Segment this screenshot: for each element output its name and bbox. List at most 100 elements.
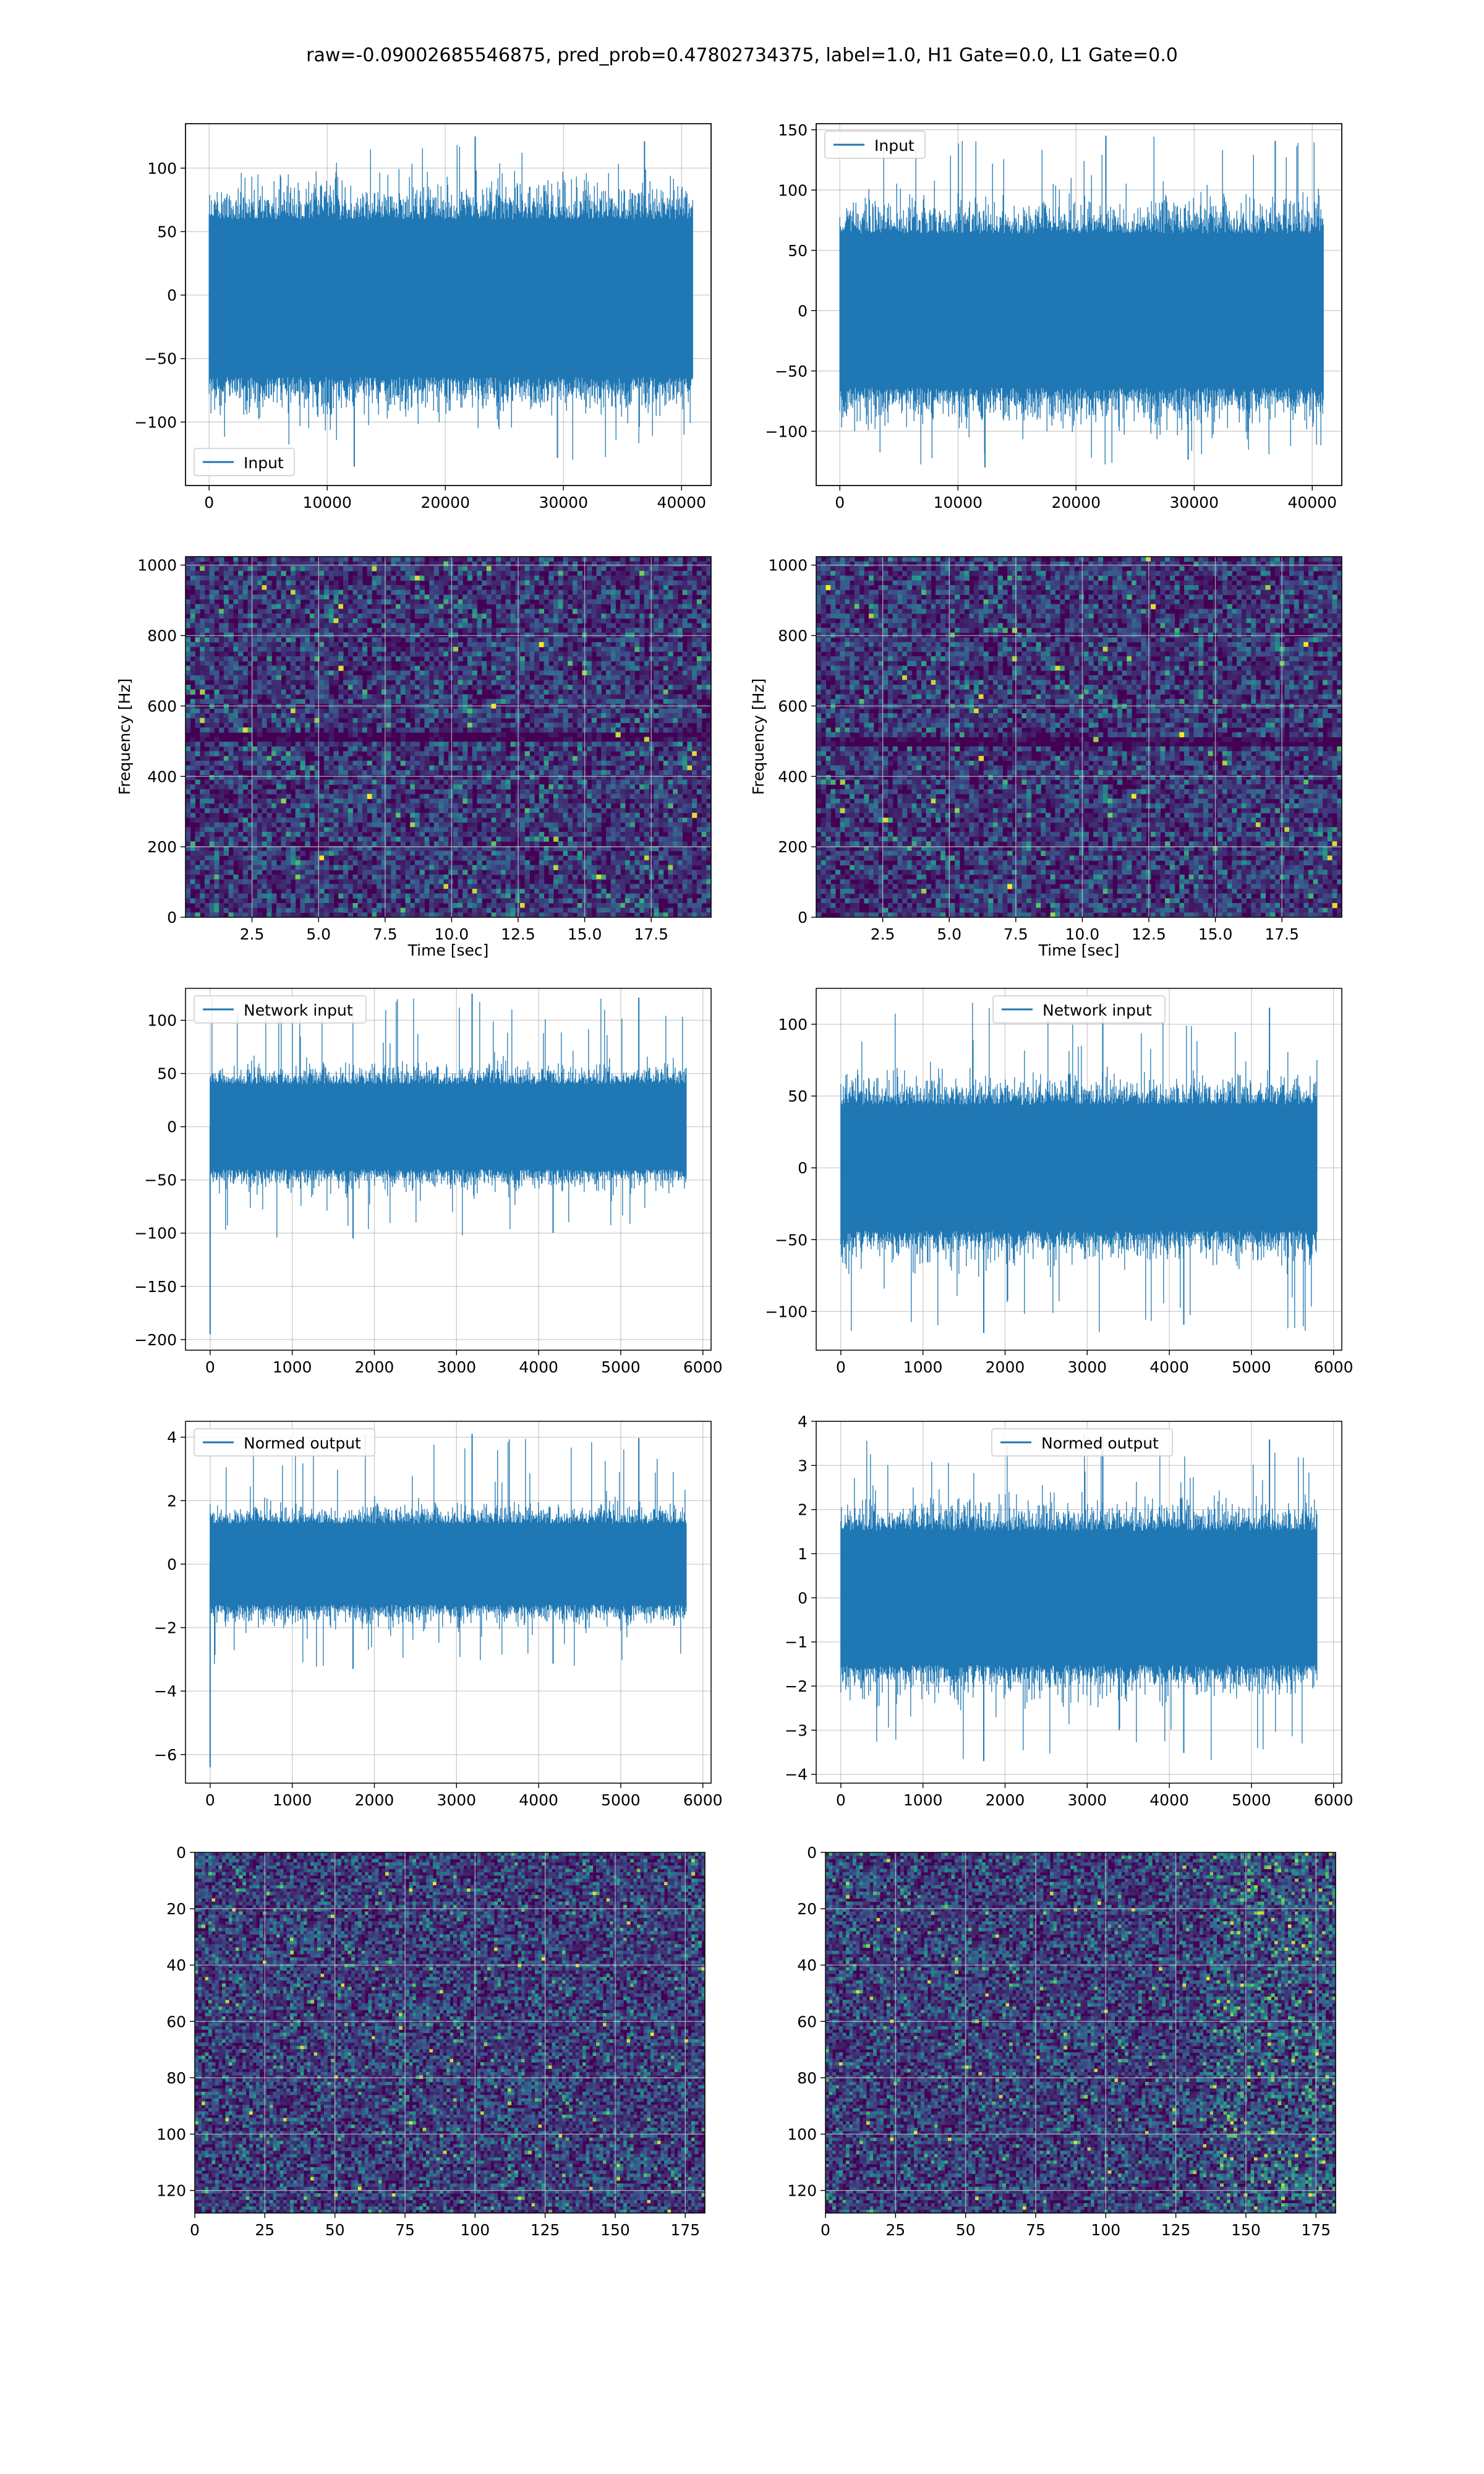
x-tick-label: 40000 <box>657 494 706 511</box>
y-tick-label: 50 <box>788 242 808 260</box>
x-tick-label: 5000 <box>601 1791 641 1809</box>
x-tick-label: 10000 <box>302 494 352 511</box>
x-tick-label: 75 <box>395 2221 415 2239</box>
y-tick-label: −2 <box>785 1677 808 1695</box>
y-tick-label: 20 <box>797 1900 817 1918</box>
x-tick-label: 3000 <box>437 1791 476 1809</box>
x-tick-label: 40000 <box>1287 494 1337 511</box>
x-tick-label: 2000 <box>986 1791 1025 1809</box>
x-tick-label: 5000 <box>601 1358 641 1376</box>
x-tick-label: 0 <box>204 494 214 511</box>
normed-output-h1-legend: Normed output <box>194 1429 375 1456</box>
network-input-h1-legend: Network input <box>194 996 366 1023</box>
x-tick-label: 10.0 <box>435 925 469 943</box>
y-tick-label: 4 <box>798 1413 808 1431</box>
y-tick-label: 200 <box>147 838 177 856</box>
y-tick-label: 150 <box>778 121 808 139</box>
y-tick-label: −4 <box>785 1766 808 1784</box>
y-tick-label: 60 <box>797 2013 817 2031</box>
x-tick-label: 0 <box>205 1791 215 1809</box>
x-tick-label: 1000 <box>903 1358 943 1376</box>
legend-label: Normed output <box>1041 1434 1159 1452</box>
x-tick-label: 150 <box>600 2221 630 2239</box>
y-tick-label: 0 <box>167 286 177 304</box>
y-tick-label: 0 <box>807 1844 817 1862</box>
x-tick-label: 15.0 <box>1198 925 1233 943</box>
y-tick-label: −100 <box>134 413 177 431</box>
x-tick-label: 1000 <box>903 1791 943 1809</box>
y-tick-label: −1 <box>785 1633 808 1651</box>
x-tick-label: 50 <box>956 2221 976 2239</box>
y-tick-label: 100 <box>778 1016 808 1034</box>
x-tick-label: 7.5 <box>373 925 398 943</box>
x-tick-label: 0 <box>190 2221 200 2239</box>
x-tick-label: 125 <box>1161 2221 1191 2239</box>
x-tick-label: 1000 <box>273 1791 312 1809</box>
x-tick-label: 50 <box>325 2221 345 2239</box>
x-tick-label: 150 <box>1231 2221 1261 2239</box>
y-tick-label: 4 <box>167 1429 177 1447</box>
x-tick-label: 2000 <box>986 1358 1025 1376</box>
y-tick-label: 0 <box>798 302 808 320</box>
y-tick-label: 2 <box>167 1492 177 1510</box>
y-tick-label: 0 <box>167 909 177 927</box>
legend-label: Network input <box>244 1001 353 1019</box>
x-tick-label: 6000 <box>683 1791 723 1809</box>
y-tick-label: 100 <box>787 2125 817 2143</box>
y-tick-label: 120 <box>787 2182 817 2200</box>
y-tick-label: 1 <box>798 1545 808 1563</box>
x-tick-label: 30000 <box>1169 494 1219 511</box>
y-tick-label: 600 <box>778 697 808 715</box>
y-tick-label: 400 <box>147 768 177 785</box>
input-h1-legend: Input <box>194 448 294 476</box>
y-tick-label: 1000 <box>137 557 177 575</box>
x-tick-label: 5000 <box>1232 1791 1271 1809</box>
y-tick-label: −50 <box>775 1231 808 1249</box>
y-tick-label: 1000 <box>768 557 808 575</box>
y-tick-label: 60 <box>166 2013 186 2031</box>
y-tick-label: 50 <box>157 223 177 241</box>
x-tick-label: 6000 <box>1314 1358 1354 1376</box>
spectrogram-l1-panel: 2.5 5.0 7.5 10.0 12.5 15.0 17.5020040060080010… <box>749 557 1342 959</box>
x-tick-label: 0 <box>836 1791 846 1809</box>
y-tick-label: 80 <box>166 2069 186 2087</box>
y-tick-label: 100 <box>778 181 808 199</box>
x-tick-label: 5.0 <box>306 925 331 943</box>
y-tick-label: −200 <box>134 1331 177 1349</box>
x-tick-label: 5.0 <box>937 925 962 943</box>
x-tick-label: 4000 <box>1149 1791 1189 1809</box>
x-tick-label: 2000 <box>355 1791 394 1809</box>
x-tick-label: 2.5 <box>240 925 265 943</box>
x-tick-label: 25 <box>885 2221 905 2239</box>
network-input-h1-panel: 0 1000 2000 3000 4000 5000 6000−200−150−100−50… <box>134 988 722 1376</box>
x-tick-label: 125 <box>531 2221 560 2239</box>
y-tick-label: 600 <box>147 697 177 715</box>
x-tick-label: 175 <box>1301 2221 1331 2239</box>
y-tick-label: −2 <box>154 1619 177 1637</box>
x-tick-label: 3000 <box>1067 1791 1107 1809</box>
y-tick-label: 0 <box>798 1159 808 1177</box>
x-tick-label: 2.5 <box>871 925 895 943</box>
y-tick-label: 200 <box>778 838 808 856</box>
x-tick-label: 12.5 <box>501 925 535 943</box>
x-tick-label: 10000 <box>933 494 983 511</box>
y-tick-label: 50 <box>788 1087 808 1105</box>
x-tick-label: 0 <box>205 1358 215 1376</box>
y-tick-label: 20 <box>166 1900 186 1918</box>
y-axis-label: Frequency [Hz] <box>749 678 767 795</box>
y-tick-label: 3 <box>798 1457 808 1475</box>
y-tick-label: 40 <box>797 1956 817 1974</box>
x-tick-label: 0 <box>835 494 845 511</box>
legend-label: Network input <box>1043 1001 1152 1019</box>
y-tick-label: 0 <box>167 1556 177 1573</box>
x-tick-label: 175 <box>670 2221 700 2239</box>
legend-label: Input <box>874 137 915 155</box>
x-tick-label: 15.0 <box>568 925 602 943</box>
y-tick-label: 100 <box>147 1012 177 1030</box>
